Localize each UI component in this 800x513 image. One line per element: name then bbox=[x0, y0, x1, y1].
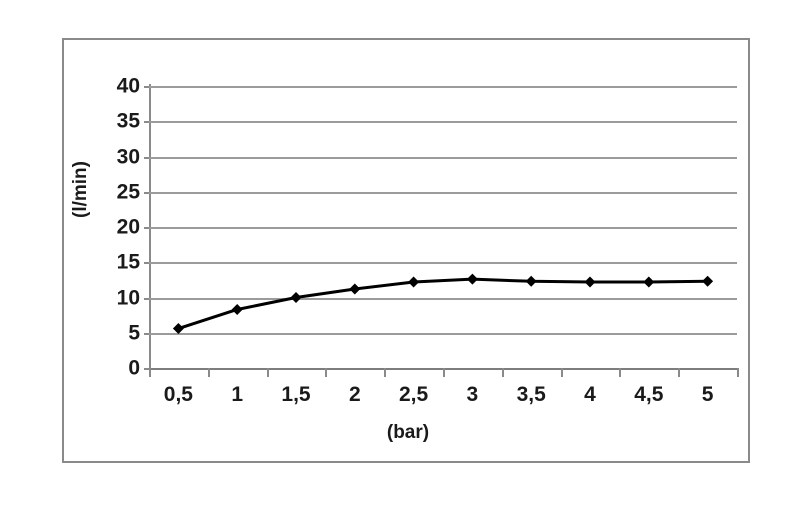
y-tick-0 bbox=[144, 368, 151, 370]
y-tick-20 bbox=[144, 227, 151, 229]
data-point-1-5 bbox=[290, 292, 302, 303]
x-tick-label-1-5: 1,5 bbox=[281, 383, 311, 406]
x-axis-title: (bar) bbox=[386, 422, 430, 443]
data-point-3-5 bbox=[525, 275, 537, 287]
gridline-y-30 bbox=[149, 156, 737, 159]
series-line-flow bbox=[176, 277, 710, 331]
gridline-y-25 bbox=[149, 191, 737, 194]
x-axis-ticks bbox=[149, 368, 739, 380]
data-point-4 bbox=[584, 276, 596, 288]
y-tick-35 bbox=[144, 121, 151, 124]
data-point-2 bbox=[349, 283, 361, 295]
x-tick-7 bbox=[560, 368, 563, 377]
gridline-y-5 bbox=[149, 332, 737, 335]
x-tick-4 bbox=[384, 368, 387, 377]
x-tick-label-2: 2 bbox=[348, 383, 361, 406]
x-tick-1 bbox=[207, 368, 210, 377]
gridline-y-20 bbox=[149, 227, 737, 229]
y-tick-40 bbox=[144, 86, 151, 88]
data-point-4-5 bbox=[643, 276, 655, 288]
x-tick-label-1: 1 bbox=[231, 383, 244, 406]
x-tick-3 bbox=[325, 368, 328, 377]
x-tick-0 bbox=[149, 368, 151, 377]
y-tick-label-5: 5 bbox=[128, 321, 140, 345]
data-series-line bbox=[172, 273, 714, 335]
y-tick-label-15: 15 bbox=[116, 250, 140, 274]
y-tick-10 bbox=[144, 297, 151, 300]
gridline-y-40 bbox=[149, 86, 737, 88]
x-tick-8 bbox=[619, 368, 622, 377]
x-tick-10 bbox=[737, 368, 739, 377]
y-tick-label-30: 30 bbox=[116, 145, 140, 168]
x-tick-6 bbox=[501, 368, 504, 377]
data-point-3 bbox=[466, 273, 478, 285]
data-point-0-5 bbox=[172, 323, 184, 335]
x-tick-label-0-5: 0,5 bbox=[163, 383, 193, 406]
y-tick-label-0: 0 bbox=[128, 356, 140, 380]
x-tick-label-5: 5 bbox=[701, 383, 714, 406]
y-tick-15 bbox=[144, 262, 151, 265]
y-tick-label-20: 20 bbox=[116, 215, 140, 239]
gridline-y-15 bbox=[149, 262, 737, 265]
y-tick-25 bbox=[144, 191, 151, 194]
y-tick-30 bbox=[144, 156, 151, 159]
x-tick-label-3-5: 3,5 bbox=[516, 383, 546, 406]
chart-frame: (l/min) 0 5 10 15 20 25 30 35 40 0,5 1 1,5 2 2,5 3 3,5… bbox=[62, 38, 750, 463]
plot-area bbox=[149, 86, 737, 370]
x-tick-label-2-5: 2,5 bbox=[398, 383, 429, 406]
y-tick-label-25: 25 bbox=[116, 180, 140, 204]
gridline-y-10 bbox=[149, 297, 737, 300]
data-point-1 bbox=[231, 303, 243, 315]
gridline-y-35 bbox=[149, 121, 737, 124]
data-point-5 bbox=[702, 275, 714, 287]
x-tick-label-4-5: 4,5 bbox=[634, 383, 664, 406]
y-tick-label-35: 35 bbox=[116, 109, 140, 133]
y-tick-label-10: 10 bbox=[116, 286, 140, 309]
y-tick-5 bbox=[144, 332, 151, 335]
x-tick-label-3: 3 bbox=[466, 383, 479, 406]
data-point-2-5 bbox=[408, 276, 420, 288]
x-tick-5 bbox=[443, 368, 445, 377]
x-axis-tick-labels: 0,5 1 1,5 2 2,5 3 3,5 4 4,5 5 bbox=[149, 384, 737, 414]
y-axis-tick-labels: 0 5 10 15 20 25 30 35 40 bbox=[88, 76, 140, 379]
x-tick-2 bbox=[266, 368, 269, 377]
x-tick-9 bbox=[678, 368, 681, 377]
y-tick-label-40: 40 bbox=[116, 74, 140, 98]
x-tick-label-4: 4 bbox=[584, 383, 596, 406]
